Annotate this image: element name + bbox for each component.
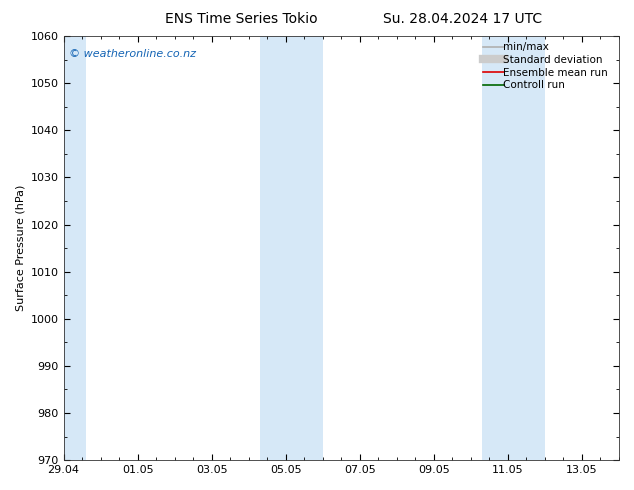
Bar (482, 36, 545, 460)
Text: © weatheronline.co.nz: © weatheronline.co.nz (69, 49, 196, 59)
Y-axis label: Surface Pressure (hPa): Surface Pressure (hPa) (15, 185, 25, 311)
Bar (260, 36, 323, 460)
Text: Su. 28.04.2024 17 UTC: Su. 28.04.2024 17 UTC (384, 12, 542, 26)
Legend: min/max, Standard deviation, Ensemble mean run, Controll run: min/max, Standard deviation, Ensemble me… (482, 41, 614, 91)
Text: ENS Time Series Tokio: ENS Time Series Tokio (165, 12, 317, 26)
Bar (61, 36, 86, 460)
